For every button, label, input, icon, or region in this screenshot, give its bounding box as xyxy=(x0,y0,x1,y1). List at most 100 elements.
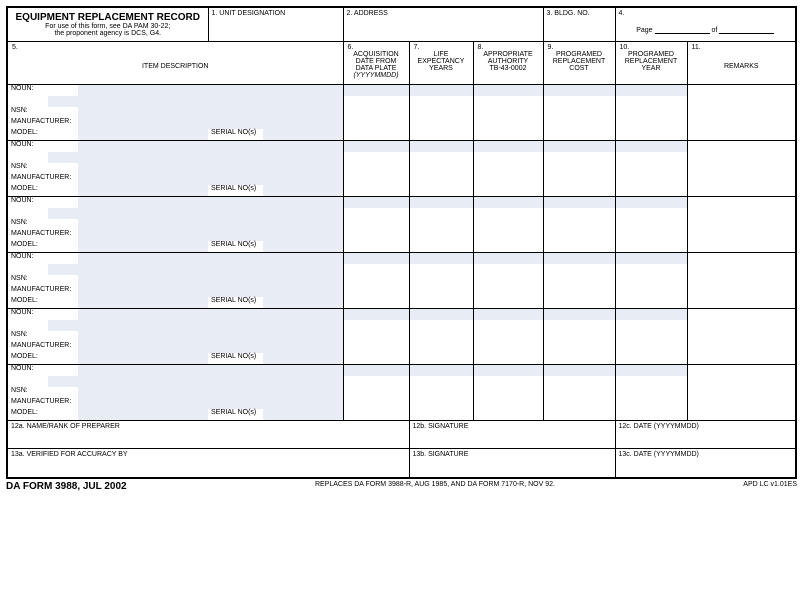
noun-field[interactable] xyxy=(78,141,343,153)
footer-right: APD LC v1.01ES xyxy=(743,481,797,492)
page-cell[interactable]: 4. Page of xyxy=(615,8,795,42)
noun-field[interactable] xyxy=(78,365,343,377)
model-field[interactable] xyxy=(78,297,208,309)
address-cell[interactable]: 2. ADDRESS xyxy=(343,8,543,42)
life-exp-field[interactable] xyxy=(409,141,473,197)
remarks-field[interactable] xyxy=(687,253,795,309)
c5-label: ITEM DESCRIPTION xyxy=(10,51,341,82)
model-field[interactable] xyxy=(78,409,208,421)
acq-date-field[interactable] xyxy=(343,141,409,197)
bldg-no-cell[interactable]: 3. BLDG. NO. xyxy=(543,8,615,42)
noun-field[interactable] xyxy=(78,309,343,321)
model-label: MODEL: xyxy=(8,185,78,197)
life-exp-field[interactable] xyxy=(409,85,473,141)
serial-field[interactable] xyxy=(263,297,343,309)
preparer-date-cell[interactable]: 12c. DATE (YYYYMMDD) xyxy=(615,421,795,449)
model-field[interactable] xyxy=(78,353,208,365)
page-total-field[interactable] xyxy=(719,24,774,34)
mfr-label: MANUFACTURER: xyxy=(8,398,78,409)
acq-date-field[interactable] xyxy=(343,253,409,309)
nsn-label: NSN: xyxy=(8,387,78,398)
repl-cost-field[interactable] xyxy=(543,197,615,253)
page-num-field[interactable] xyxy=(655,24,710,34)
remarks-field[interactable] xyxy=(687,365,795,421)
blank-field[interactable] xyxy=(8,320,343,331)
verified-sig-cell[interactable]: 13b. SIGNATURE xyxy=(409,449,615,477)
blank-field[interactable] xyxy=(8,96,343,107)
repl-year-field[interactable] xyxy=(615,85,687,141)
acq-date-field[interactable] xyxy=(343,197,409,253)
footer-mid: REPLACES DA FORM 3988-R, AUG 1985, AND D… xyxy=(127,481,744,492)
nsn-field[interactable] xyxy=(78,163,343,174)
model-field[interactable] xyxy=(78,185,208,197)
life-exp-field[interactable] xyxy=(409,253,473,309)
preparer-sig-cell[interactable]: 12b. SIGNATURE xyxy=(409,421,615,449)
serial-field[interactable] xyxy=(263,409,343,421)
repl-cost-field[interactable] xyxy=(543,309,615,365)
serial-field[interactable] xyxy=(263,241,343,253)
mfr-field[interactable] xyxy=(78,342,343,353)
verified-date-cell[interactable]: 13c. DATE (YYYYMMDD) xyxy=(615,449,795,477)
blank-field[interactable] xyxy=(8,208,343,219)
authority-field[interactable] xyxy=(473,309,543,365)
model-field[interactable] xyxy=(78,129,208,141)
nsn-field[interactable] xyxy=(78,275,343,286)
repl-cost-field[interactable] xyxy=(543,141,615,197)
authority-field[interactable] xyxy=(473,253,543,309)
authority-field[interactable] xyxy=(473,197,543,253)
repl-year-field[interactable] xyxy=(615,141,687,197)
remarks-field[interactable] xyxy=(687,309,795,365)
mfr-field[interactable] xyxy=(78,230,343,241)
unit-designation-cell[interactable]: 1. UNIT DESIGNATION xyxy=(208,8,343,42)
authority-field[interactable] xyxy=(473,85,543,141)
serial-field[interactable] xyxy=(263,129,343,141)
nsn-label: NSN: xyxy=(8,107,78,118)
remarks-field[interactable] xyxy=(687,197,795,253)
remarks-field[interactable] xyxy=(687,85,795,141)
repl-cost-field[interactable] xyxy=(543,85,615,141)
mfr-field[interactable] xyxy=(78,398,343,409)
verified-by-cell[interactable]: 13a. VERIFIED FOR ACCURACY BY xyxy=(8,449,409,477)
serial-field[interactable] xyxy=(263,185,343,197)
nsn-field[interactable] xyxy=(78,219,343,230)
mfr-field[interactable] xyxy=(78,286,343,297)
blank-field[interactable] xyxy=(8,376,343,387)
authority-field[interactable] xyxy=(473,141,543,197)
authority-field[interactable] xyxy=(473,365,543,421)
nsn-field[interactable] xyxy=(78,107,343,118)
life-exp-field[interactable] xyxy=(409,197,473,253)
repl-year-field[interactable] xyxy=(615,309,687,365)
repl-year-field[interactable] xyxy=(615,197,687,253)
life-exp-field[interactable] xyxy=(409,309,473,365)
serial-field[interactable] xyxy=(263,353,343,365)
col11-head: 11. REMARKS xyxy=(687,42,795,85)
noun-label: NOUN: xyxy=(8,365,78,377)
noun-field[interactable] xyxy=(78,197,343,209)
model-field[interactable] xyxy=(78,241,208,253)
c8-num: 8. xyxy=(476,44,541,51)
noun-field[interactable] xyxy=(78,253,343,265)
col7-head: 7. LIFE EXPECTANCY YEARS xyxy=(409,42,473,85)
blank-field[interactable] xyxy=(8,264,343,275)
acq-date-field[interactable] xyxy=(343,309,409,365)
repl-year-field[interactable] xyxy=(615,365,687,421)
acq-date-field[interactable] xyxy=(343,365,409,421)
repl-cost-field[interactable] xyxy=(543,253,615,309)
remarks-field[interactable] xyxy=(687,141,795,197)
preparer-name-cell[interactable]: 12a. NAME/RANK OF PREPARER xyxy=(8,421,409,449)
unit-designation-label: 1. UNIT DESIGNATION xyxy=(212,10,286,17)
col10-head: 10. PROGRAMED REPLACEMENT YEAR xyxy=(615,42,687,85)
b13a-label: 13a. VERIFIED FOR ACCURACY BY xyxy=(11,451,128,458)
noun-field[interactable] xyxy=(78,85,343,97)
nsn-field[interactable] xyxy=(78,387,343,398)
serial-label: SERIAL NO(s) xyxy=(208,409,263,421)
life-exp-field[interactable] xyxy=(409,365,473,421)
mfr-field[interactable] xyxy=(78,118,343,129)
nsn-field[interactable] xyxy=(78,331,343,342)
blank-field[interactable] xyxy=(8,152,343,163)
acq-date-field[interactable] xyxy=(343,85,409,141)
repl-cost-field[interactable] xyxy=(543,365,615,421)
mfr-field[interactable] xyxy=(78,174,343,185)
nsn-label: NSN: xyxy=(8,219,78,230)
repl-year-field[interactable] xyxy=(615,253,687,309)
